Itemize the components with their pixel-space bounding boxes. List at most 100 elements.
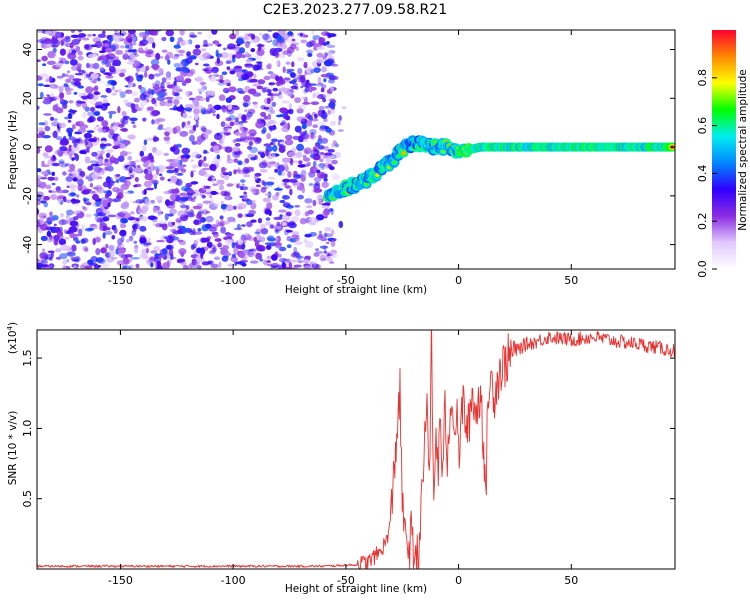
noise-blob: [303, 96, 308, 104]
noise-blob: [77, 184, 83, 192]
noise-blob: [247, 145, 252, 150]
snr-frame: [36, 329, 676, 570]
noise-blob: [274, 168, 279, 173]
noise-blob: [85, 202, 92, 206]
noise-blob: [63, 150, 72, 156]
noise-blob: [278, 92, 282, 99]
noise-blob: [60, 39, 64, 47]
noise-blob: [290, 72, 296, 78]
noise-blob: [292, 135, 300, 140]
noise-blob: [159, 176, 165, 181]
noise-blob: [64, 35, 71, 40]
spectrogram-x-tick-label: -100: [221, 274, 246, 287]
noise-blob: [51, 30, 57, 34]
noise-blob: [118, 123, 125, 128]
noise-blob: [91, 151, 98, 157]
noise-blob: [111, 86, 115, 91]
noise-blob: [289, 188, 293, 196]
noise-blob: [151, 110, 161, 116]
noise-blob: [220, 204, 227, 210]
noise-blob: [70, 192, 76, 196]
noise-blob: [281, 100, 290, 104]
noise-blob: [69, 220, 79, 227]
noise-blob: [295, 46, 299, 51]
noise-blob: [181, 164, 187, 168]
noise-blob: [327, 109, 332, 115]
noise-blob: [323, 41, 327, 46]
noise-blob: [150, 110, 159, 117]
noise-blob: [68, 131, 73, 138]
noise-blob: [108, 244, 115, 252]
noise-blob: [260, 111, 267, 117]
noise-blob: [100, 149, 105, 155]
noise-blob: [239, 195, 246, 199]
noise-blob: [218, 261, 222, 269]
noise-blob: [52, 155, 56, 160]
noise-blob: [285, 134, 293, 141]
noise-blob: [285, 115, 291, 121]
noise-blob: [237, 213, 243, 218]
noise-blob: [126, 91, 132, 95]
noise-blob: [99, 66, 105, 72]
noise-blob: [241, 183, 245, 186]
noise-blob: [310, 101, 320, 105]
noise-blob: [296, 185, 305, 191]
noise-blob: [233, 218, 237, 223]
noise-blob: [207, 260, 213, 265]
noise-blob: [84, 71, 89, 79]
noise-blob: [102, 98, 108, 105]
noise-blob: [164, 96, 174, 100]
noise-blob: [86, 146, 90, 153]
noise-blob: [195, 154, 202, 159]
noise-blob: [303, 238, 308, 243]
noise-blob: [267, 30, 273, 33]
noise-blob: [266, 255, 272, 260]
noise-blob: [203, 185, 211, 189]
noise-blob: [233, 120, 240, 126]
noise-blob: [56, 75, 64, 79]
noise-blob: [286, 258, 291, 264]
noise-blob: [165, 30, 175, 37]
noise-blob: [341, 106, 347, 109]
noise-blob: [93, 91, 100, 95]
noise-blob: [138, 84, 142, 90]
noise-blob: [145, 187, 154, 191]
noise-blob: [258, 32, 263, 36]
noise-blob: [211, 66, 219, 74]
noise-blob: [66, 70, 71, 74]
noise-blob: [188, 115, 193, 119]
noise-blob: [165, 166, 174, 170]
noise-blob: [101, 120, 109, 127]
noise-blob: [100, 95, 108, 98]
snr-line-layer: [37, 330, 675, 569]
noise-blob: [170, 175, 178, 183]
noise-blob: [41, 30, 49, 34]
noise-blob: [308, 40, 316, 46]
noise-blob: [57, 85, 66, 89]
noise-blob: [173, 98, 180, 106]
noise-blob: [317, 171, 326, 179]
noise-blob: [56, 75, 64, 79]
noise-blob: [92, 37, 102, 43]
noise-blob: [37, 127, 44, 133]
noise-blob: [271, 101, 277, 107]
noise-blob: [221, 166, 226, 174]
noise-blob: [97, 33, 107, 38]
noise-blob: [214, 41, 219, 46]
noise-blob: [158, 208, 162, 216]
noise-blob: [220, 138, 225, 146]
noise-blob: [254, 140, 261, 145]
noise-blob: [82, 111, 87, 119]
noise-blob: [141, 190, 146, 195]
noise-blob: [148, 94, 153, 99]
noise-blob: [62, 259, 67, 266]
noise-blob: [86, 73, 91, 78]
noise-blob: [142, 33, 149, 38]
noise-blob: [295, 251, 300, 258]
noise-blob: [102, 30, 106, 35]
colorbar-label: Normalized spectral amplitude: [737, 69, 749, 230]
noise-blob: [145, 160, 151, 165]
noise-blob: [99, 143, 107, 147]
noise-blob: [240, 137, 245, 142]
noise-blob: [321, 110, 326, 114]
